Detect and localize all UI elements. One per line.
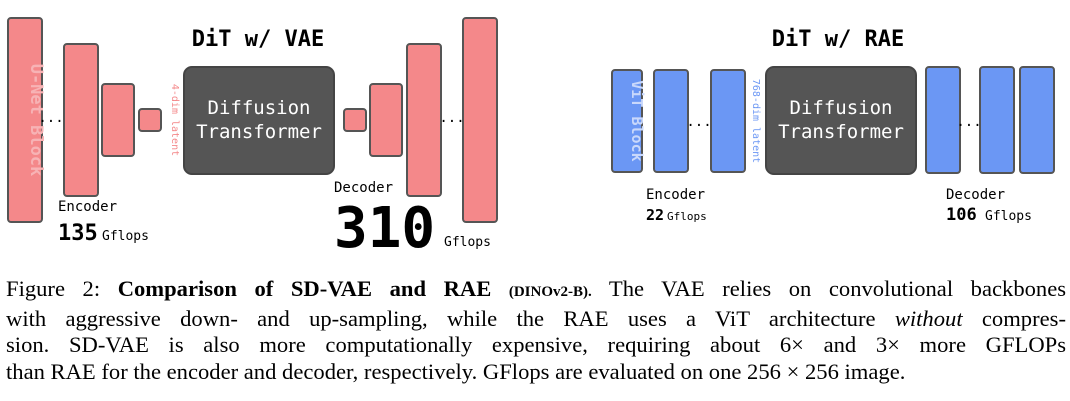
vae-decoder-block-4 — [462, 17, 498, 223]
vae-panel-title: DiT w/ VAE — [192, 27, 324, 52]
rae-decoder-label: Decoder — [946, 187, 1005, 203]
caption-line-3: sion. SD-VAE is also more computationall… — [6, 332, 1066, 357]
rae-decoder-block-1 — [925, 66, 961, 174]
unet-block-label: U-Net Block — [26, 64, 46, 177]
vae-decoder-ellipsis: ... — [439, 110, 464, 126]
vae-decoder-label: Decoder — [334, 180, 393, 196]
vae-panel: DiT w/ VAE U-Net Block ... 4-dim latent … — [7, 17, 498, 261]
vae-decoder-flops-value: 310 — [334, 196, 435, 261]
caption-line-2-post: compres- — [981, 305, 1066, 331]
vae-encoder-ellipsis: ... — [38, 110, 63, 126]
unet-block — [7, 17, 43, 223]
rae-encoder-flops-value: 22 — [646, 206, 664, 224]
rae-panel-title: DiT w/ RAE — [772, 27, 904, 52]
vae-transformer-line2: Transformer — [196, 121, 322, 143]
vae-diffusion-transformer — [183, 66, 335, 175]
vae-latent-label: 4-dim latent — [169, 84, 180, 156]
caption-line-1-rest: The VAE relies on convolutional backbone… — [608, 276, 1067, 301]
caption-line-1: Figure 2: Comparison of SD-VAE and RAE (… — [6, 276, 1066, 306]
rae-panel: DiT w/ RAE ViT Block ... 768-dim latent … — [611, 27, 1055, 225]
figure-caption: Figure 2: Comparison of SD-VAE and RAE (… — [6, 276, 1066, 385]
vae-transformer-line1: Diffusion — [208, 97, 311, 119]
vae-encoder-flops-value: 135 — [58, 221, 98, 246]
vae-encoder-block-2 — [101, 83, 135, 157]
rae-encoder-block-1 — [653, 69, 689, 173]
rae-decoder-block-3 — [1019, 66, 1055, 174]
rae-decoder-block-2 — [979, 66, 1015, 174]
vae-decoder-flops-unit: Gflops — [444, 235, 491, 250]
vae-encoder-label: Encoder — [58, 199, 117, 215]
caption-line-4: than RAE for the encoder and decoder, re… — [6, 358, 906, 384]
vae-encoder-block-3 — [138, 108, 162, 132]
caption-figure-label: Figure 2: — [6, 276, 101, 301]
rae-transformer-line1: Diffusion — [790, 97, 893, 119]
rae-decoder-flops-unit: Gflops — [985, 209, 1032, 224]
rae-transformer-line2: Transformer — [778, 121, 904, 143]
rae-decoder-flops-value: 106 — [946, 205, 977, 225]
rae-latent-label: 768-dim latent — [750, 79, 761, 163]
rae-encoder-ellipsis: ... — [686, 114, 711, 130]
vae-decoder-block-2 — [369, 83, 403, 157]
vae-encoder-block-1 — [63, 43, 99, 197]
caption-emphasis: without — [894, 305, 963, 331]
rae-decoder-ellipsis: ... — [956, 114, 981, 130]
caption-line-2: with aggressive down- and up-sampling, w… — [6, 306, 1066, 333]
rae-encoder-label: Encoder — [646, 187, 705, 203]
caption-model-name: (DINOv2-B). — [508, 284, 592, 300]
rae-diffusion-transformer — [765, 66, 917, 175]
rae-encoder-block-2 — [710, 69, 746, 173]
vit-block-label: ViT Block — [628, 80, 646, 161]
vae-encoder-flops-unit: Gflops — [102, 229, 149, 244]
caption-line-2-pre: with aggressive down- and up-sampling, w… — [6, 305, 876, 331]
vae-decoder-block-1 — [343, 108, 367, 132]
vit-block — [611, 69, 643, 173]
architecture-figure: DiT w/ VAE U-Net Block ... 4-dim latent … — [7, 17, 1055, 261]
caption-bold-title: Comparison of SD-VAE and RAE — [117, 276, 492, 301]
vae-decoder-block-3 — [406, 43, 442, 197]
rae-encoder-flops-unit: Gflops — [667, 210, 707, 223]
